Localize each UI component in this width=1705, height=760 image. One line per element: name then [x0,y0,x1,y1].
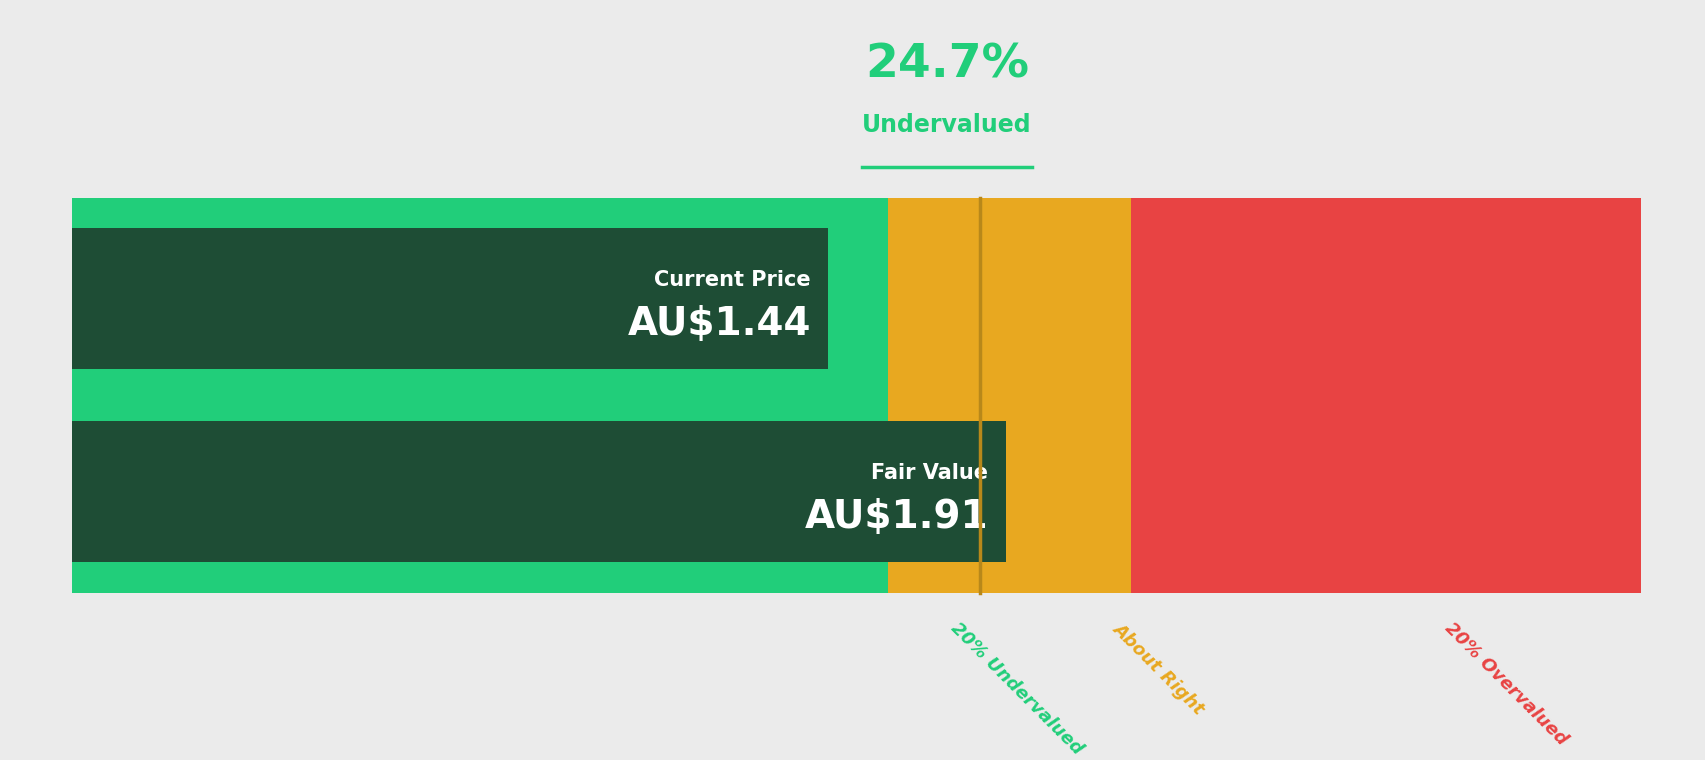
Bar [1130,198,1640,593]
Bar [72,207,887,228]
Text: 20% Undervalued: 20% Undervalued [946,619,1086,758]
Text: Current Price: Current Price [655,271,810,290]
Bar [980,198,985,593]
Bar [72,400,887,421]
Bar [72,228,827,369]
Text: AU$1.44: AU$1.44 [627,305,810,343]
Bar [72,228,827,369]
Text: 20% Overvalued: 20% Overvalued [1441,619,1570,749]
Bar [72,400,887,421]
Bar [72,198,887,593]
Bar [887,198,1130,593]
Bar [72,562,887,584]
Bar [72,228,887,369]
Text: About Right: About Right [1108,619,1207,718]
Bar [72,421,1009,562]
Bar [72,207,887,228]
Bar [887,198,1130,593]
Text: Fair Value: Fair Value [871,464,987,483]
Bar [72,421,1004,562]
Bar [72,369,887,391]
Bar [72,421,1004,562]
Text: AU$1.91: AU$1.91 [805,498,987,536]
Text: Undervalued: Undervalued [861,112,1032,137]
Bar [72,562,887,584]
Text: 24.7%: 24.7% [864,43,1028,87]
Bar [72,369,887,391]
Bar [1130,198,1640,593]
